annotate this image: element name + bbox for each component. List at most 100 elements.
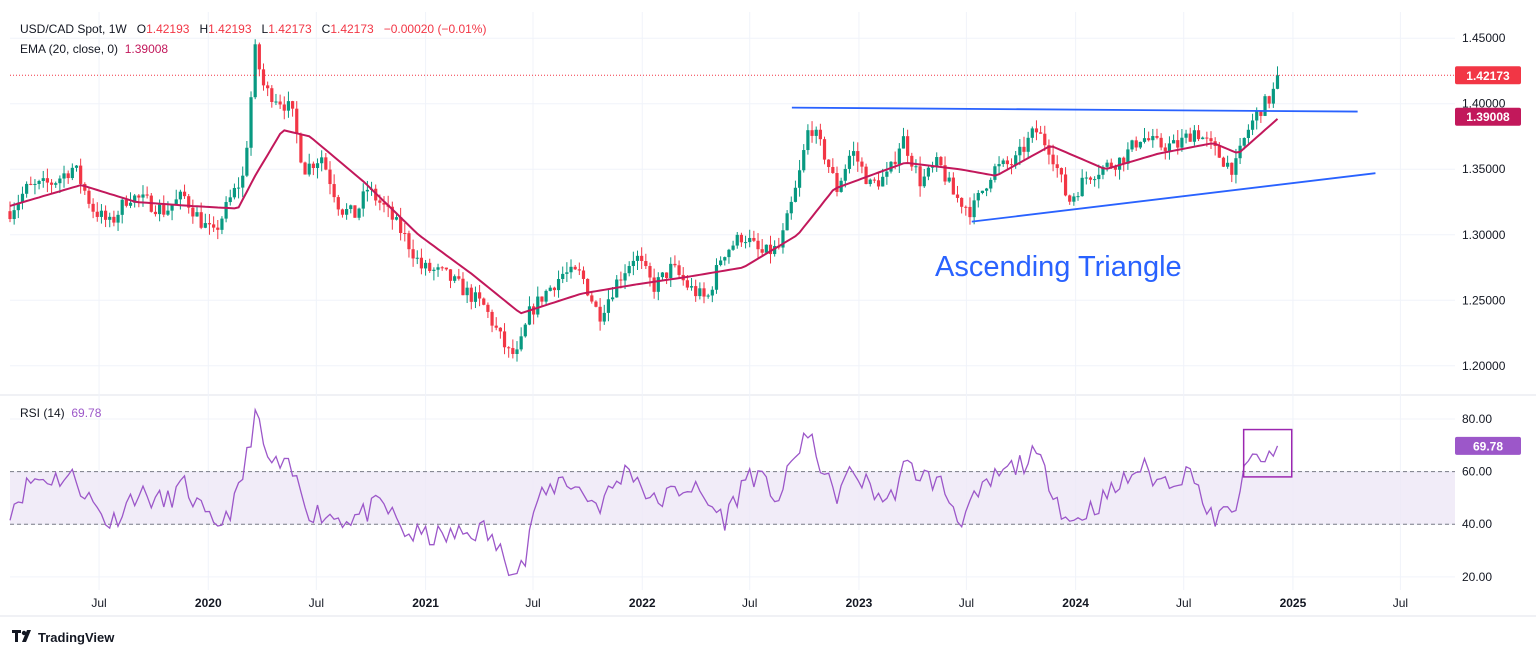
candle-body — [1167, 143, 1172, 152]
candle-body — [1176, 140, 1180, 148]
candle-body — [635, 255, 640, 261]
candle-body — [951, 177, 955, 195]
candle-body — [490, 311, 494, 326]
candle-body — [353, 205, 357, 218]
candle-body — [876, 180, 881, 187]
candle-body — [748, 237, 752, 243]
candle-body — [191, 207, 195, 217]
candle-body — [498, 327, 502, 332]
candle-body — [756, 240, 760, 250]
candle-body — [477, 292, 482, 299]
candle-body — [606, 299, 611, 313]
candle-body — [1005, 160, 1009, 165]
candle-body — [648, 266, 652, 278]
candle-body — [993, 166, 997, 180]
candle-body — [133, 195, 137, 203]
rsi-value-tag-bg — [1455, 436, 1521, 455]
candle-body — [436, 267, 440, 270]
candle-body — [598, 306, 602, 322]
candle-body — [935, 157, 939, 167]
rsi-label: RSI (14) — [20, 406, 65, 420]
candle-body — [610, 297, 615, 300]
trendline — [971, 172, 1376, 223]
rsi-value-tag: 69.78 — [1473, 439, 1503, 453]
candle-body — [444, 267, 448, 270]
candle-body — [87, 190, 91, 204]
candle-body — [656, 277, 660, 292]
trendline — [791, 106, 1358, 113]
candle-body — [897, 148, 901, 165]
open-value: 1.42193 — [146, 22, 190, 36]
candle-body — [220, 218, 224, 230]
candle-body — [390, 206, 394, 220]
candle-body — [660, 272, 665, 278]
candle-body — [860, 161, 864, 167]
candle-body — [544, 290, 548, 302]
time-tick-label: Jul — [959, 596, 974, 610]
candle-body — [70, 167, 74, 179]
candle-body — [303, 162, 307, 175]
candle-body — [336, 197, 340, 210]
candle-body — [536, 296, 540, 315]
candle-body — [1250, 120, 1255, 130]
candle-body — [1026, 137, 1030, 152]
candle-body — [1242, 138, 1246, 146]
candle-body — [457, 276, 461, 279]
time-tick-label: Jul — [742, 596, 757, 610]
candle-body — [939, 157, 943, 166]
candle-body — [399, 217, 403, 234]
open-label: O — [136, 22, 147, 36]
candle-body — [856, 151, 860, 162]
candle-body — [827, 159, 831, 168]
candle-body — [980, 190, 985, 193]
low-value: 1.42173 — [268, 22, 312, 36]
candle-body — [565, 272, 569, 274]
candle-body — [245, 147, 249, 176]
candle-body — [1101, 166, 1105, 175]
candle-body — [311, 163, 315, 169]
candle-body — [1221, 157, 1226, 167]
candle-body — [128, 202, 133, 206]
ema-label: EMA (20, close, 0) — [20, 42, 119, 56]
candle-body — [702, 288, 706, 297]
candle-body — [79, 165, 83, 184]
high-label: H — [199, 22, 209, 36]
candle-body — [789, 201, 793, 214]
candle-body — [964, 206, 968, 208]
candle-body — [270, 88, 274, 103]
candle-body — [814, 129, 818, 136]
candle-body — [515, 349, 519, 354]
candle-body — [818, 129, 822, 140]
candle-body — [785, 213, 789, 231]
candle-body — [822, 139, 827, 160]
candle-body — [232, 187, 237, 198]
candle-body — [868, 179, 872, 185]
candle-body — [577, 269, 581, 271]
ema-legend: EMA (20, close, 0) 1.39008 — [20, 42, 168, 56]
candle-body — [665, 272, 669, 279]
candle-body — [158, 204, 162, 215]
ema-line — [9, 118, 1279, 315]
candle-body — [1130, 140, 1134, 150]
candle-body — [145, 194, 149, 196]
candle-body — [91, 203, 95, 212]
candle-body — [1155, 136, 1159, 138]
candle-body — [448, 269, 453, 281]
candle-body — [1209, 138, 1213, 142]
candle-body — [590, 295, 594, 302]
candle-body — [1201, 137, 1205, 140]
candles — [8, 39, 1280, 362]
candle-body — [1134, 140, 1138, 148]
candle-body — [669, 263, 673, 279]
candle-body — [760, 249, 764, 253]
candle-body — [241, 175, 245, 188]
high-value: 1.42193 — [208, 22, 252, 36]
candle-body — [793, 187, 798, 202]
candle-body — [1009, 164, 1014, 166]
rsi-tick-label: 60.00 — [1462, 465, 1492, 479]
candle-body — [1047, 145, 1051, 155]
price-tick-label: 1.45000 — [1462, 31, 1506, 45]
candle-body — [727, 249, 731, 258]
candle-body — [103, 210, 108, 220]
symbol-legend: USD/CAD Spot, 1W O1.42193 H1.42193 L1.42… — [20, 22, 486, 36]
